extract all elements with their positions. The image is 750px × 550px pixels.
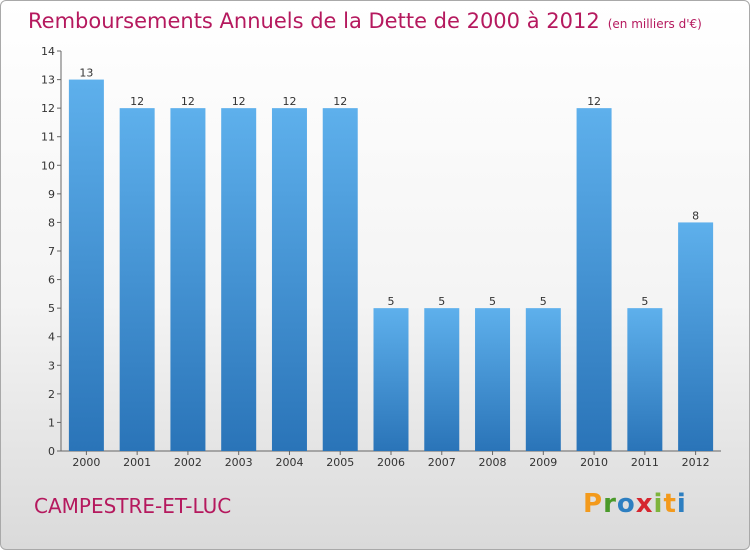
logo-letter: x: [635, 489, 654, 519]
y-tick-label: 7: [48, 245, 55, 258]
bar-value-label: 5: [641, 295, 648, 308]
x-tick-label: 2004: [275, 456, 303, 469]
logo-letter: r: [603, 489, 617, 519]
chart-data-labels: 13 12 12 12 12 12 5 5 5 5 12 5 8: [79, 67, 699, 309]
bar: [373, 308, 409, 451]
bar: [119, 108, 155, 452]
bar-value-label: 5: [388, 295, 395, 308]
x-tick-label: 2006: [377, 456, 405, 469]
x-tick-label: 2011: [631, 456, 659, 469]
bar-value-label: 8: [692, 209, 699, 222]
y-tick-label: 3: [48, 359, 55, 372]
bar: [170, 108, 206, 452]
bar-value-label: 12: [333, 95, 347, 108]
chart-unit-label: (en milliers d'€): [607, 17, 702, 31]
location-name: CAMPESTRE-ET-LUC: [34, 494, 232, 518]
y-tick-label: 6: [48, 274, 55, 287]
y-tick-label: 12: [41, 102, 55, 115]
bar: [221, 108, 257, 452]
y-tick-label: 9: [48, 188, 55, 201]
y-tick-label: 14: [41, 45, 55, 58]
bar-value-label: 12: [130, 95, 144, 108]
x-tick-label: 2003: [225, 456, 253, 469]
chart-title: Remboursements Annuels de la Dette de 20…: [28, 9, 702, 33]
bar-value-label: 13: [79, 67, 93, 80]
y-tick-label: 11: [41, 131, 55, 144]
x-tick-label: 2000: [72, 456, 100, 469]
x-tick-label: 2010: [580, 456, 608, 469]
y-tick-label: 2: [48, 388, 55, 401]
x-tick-label: 2007: [428, 456, 456, 469]
bar-value-label: 5: [540, 295, 547, 308]
y-tick-label: 0: [48, 445, 55, 458]
y-tick-label: 8: [48, 216, 55, 229]
bar-value-label: 12: [587, 95, 601, 108]
y-tick-label: 13: [41, 74, 55, 87]
y-tick-label: 4: [48, 331, 55, 344]
x-tick-label: 2001: [123, 456, 151, 469]
bar: [271, 108, 307, 452]
chart-title-text: Remboursements Annuels de la Dette de 20…: [28, 9, 600, 33]
x-tick-label: 2009: [529, 456, 557, 469]
bar: [475, 308, 511, 451]
bar-value-label: 12: [181, 95, 195, 108]
logo-letter: i: [676, 489, 687, 519]
x-tick-label: 2002: [174, 456, 202, 469]
bar: [576, 108, 612, 452]
x-tick-label: 2012: [682, 456, 710, 469]
x-tick-label: 2008: [479, 456, 507, 469]
logo-letter: P: [583, 489, 604, 519]
chart-bars: [68, 79, 714, 452]
bar: [322, 108, 358, 452]
bar: [678, 222, 714, 451]
y-tick-label: 5: [48, 302, 55, 315]
bar-value-label: 12: [282, 95, 296, 108]
logo-letter: i: [653, 489, 664, 519]
bar: [68, 79, 104, 452]
y-tick-label: 1: [48, 416, 55, 429]
bar: [424, 308, 460, 451]
y-tick-label: 10: [41, 159, 55, 172]
bar-value-label: 12: [232, 95, 246, 108]
x-tick-label: 2005: [326, 456, 354, 469]
proxiti-logo[interactable]: Proxiti: [583, 489, 687, 519]
bar-value-label: 5: [438, 295, 445, 308]
logo-letter: t: [663, 489, 677, 519]
bar: [525, 308, 561, 451]
bar: [627, 308, 663, 451]
logo-letter: o: [616, 489, 636, 519]
bar-value-label: 5: [489, 295, 496, 308]
